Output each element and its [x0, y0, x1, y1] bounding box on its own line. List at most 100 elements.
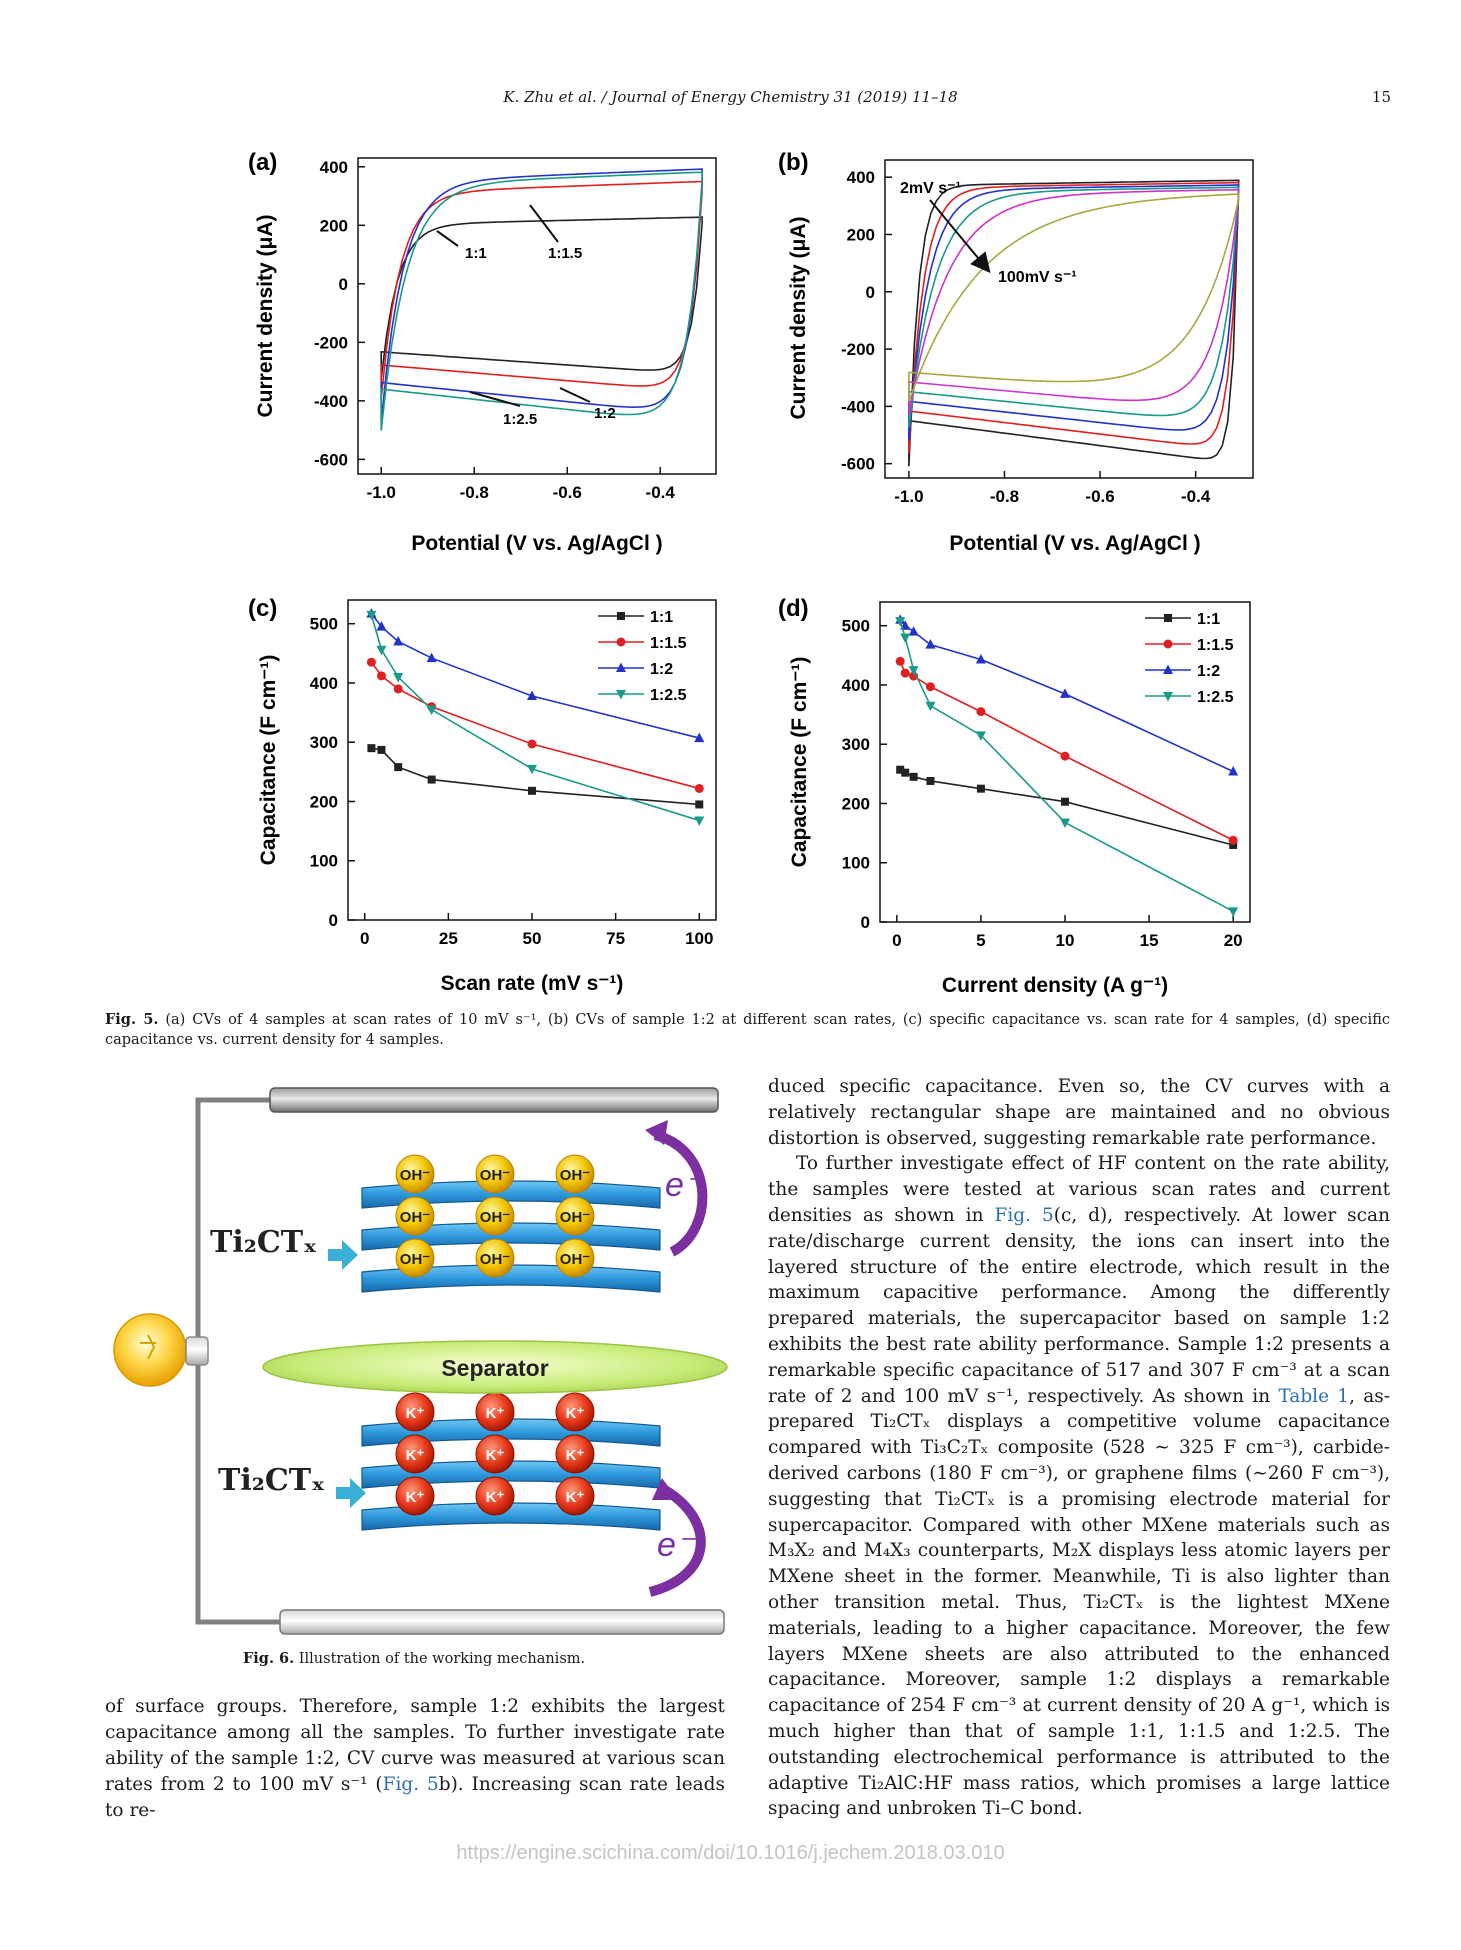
hydroxide-ion-label: OH⁻	[400, 1209, 431, 1226]
separator-membrane	[262, 1340, 728, 1394]
right-column-text: duced specific capacitance. Even so, the…	[768, 1074, 1390, 1822]
hydroxide-ion-label: OH⁻	[560, 1209, 591, 1226]
y-tick-label: 100	[842, 854, 870, 873]
hydroxide-ion-icon	[475, 1238, 515, 1278]
fig6-caption-label: Fig. 6.	[243, 1650, 295, 1667]
data-point-1:1.5	[527, 739, 537, 749]
scan-rate-arrow	[929, 199, 991, 274]
electron-flow-arrow-bottom	[648, 1485, 706, 1597]
ylabel-d: Capacitance (F cm⁻¹)	[788, 657, 811, 868]
panel-label-d: (d)	[778, 595, 809, 622]
y-tick-label: 400	[310, 674, 338, 693]
y-tick-label: 100	[310, 852, 338, 871]
data-point-1:2	[393, 635, 404, 646]
series-line-1:2.5	[899, 620, 1234, 913]
cv-curve-1:1	[380, 216, 703, 379]
panel-label-c: (c)	[248, 595, 277, 622]
ylabel-a: Current density (μA)	[254, 214, 277, 417]
data-point-1:1.5	[1060, 751, 1070, 761]
y-tick-label: 200	[310, 792, 338, 811]
right-paragraph-1: duced specific capacitance. Even so, the…	[768, 1076, 1390, 1149]
pointer-1-1	[436, 230, 459, 247]
legend-marker	[616, 690, 626, 700]
potassium-ion-icon	[395, 1392, 435, 1432]
legend-marker	[1164, 614, 1172, 622]
y-tick-label: 200	[320, 216, 348, 235]
right-paragraph-2: To further investigate effect of HF cont…	[768, 1151, 1390, 1822]
separator-label: Separator	[441, 1355, 548, 1381]
data-point-1:1	[427, 775, 436, 784]
data-point-1:1	[377, 745, 386, 754]
cv-curve-100 mV s⁻¹	[908, 193, 1240, 402]
data-point-1:2	[1228, 765, 1239, 776]
x-tick-label: 0	[892, 931, 901, 950]
cv-curve-5 mV s⁻¹	[908, 181, 1240, 454]
arrow-right-icon	[336, 1478, 366, 1508]
bulb-filament	[140, 1334, 156, 1360]
potassium-ion-label: K⁺	[486, 1405, 505, 1422]
fig5-link[interactable]: Fig. 5	[994, 1204, 1054, 1226]
fig5-caption-label: Fig. 5.	[105, 1011, 159, 1028]
fig5-caption: Fig. 5. (a) CVs of 4 samples at scan rat…	[105, 1010, 1390, 1050]
hydroxide-ion-icon	[555, 1196, 595, 1236]
xlabel-d: Current density (A g⁻¹)	[942, 974, 1168, 997]
potassium-ion-icon	[475, 1434, 515, 1474]
hydroxide-ion-icon	[395, 1196, 435, 1236]
bulb-socket	[185, 1336, 209, 1366]
x-tick-label: 100	[685, 929, 713, 948]
hydroxide-ion-label: OH⁻	[480, 1167, 511, 1184]
y-tick-label: 0	[861, 913, 870, 932]
data-point-1:1	[394, 763, 403, 772]
potassium-ion-label: K⁺	[486, 1447, 505, 1464]
data-point-1:1	[901, 768, 910, 777]
data-point-1:1	[1229, 840, 1238, 849]
data-point-1:1.5	[366, 657, 376, 667]
data-point-1:1.5	[976, 707, 986, 717]
potassium-ion-icon	[475, 1476, 515, 1516]
data-point-1:2.5	[527, 764, 537, 775]
data-point-1:1.5	[694, 783, 704, 793]
table1-link[interactable]: Table 1	[1278, 1385, 1350, 1407]
potassium-ion-label: K⁺	[566, 1489, 585, 1506]
fig5-link[interactable]: Fig. 5	[382, 1774, 439, 1795]
legend-label: 1:2	[1197, 663, 1220, 680]
legend-marker	[1163, 664, 1173, 674]
annotation-1-1: 1:1	[465, 245, 487, 262]
legend-label: 1:1.5	[1197, 637, 1234, 654]
right-paragraph-2-mid: (c, d), respectively. At lower scan rate…	[768, 1204, 1390, 1407]
data-point-1:1	[528, 786, 536, 795]
legend-label: 1:1	[1197, 611, 1220, 628]
y-tick-label: 500	[310, 615, 338, 634]
series-line-1:2.5	[370, 614, 700, 822]
cv-curve-1:1.5	[380, 180, 703, 398]
panel-label-b: (b)	[778, 149, 809, 176]
hydroxide-ion-label: OH⁻	[560, 1167, 591, 1184]
x-tick-label: -0.6	[553, 483, 582, 502]
legend-label: 1:2	[650, 661, 673, 678]
arrow-right-icon	[328, 1240, 358, 1270]
x-tick-label: 20	[1224, 931, 1243, 950]
legend-marker	[1163, 639, 1173, 649]
y-tick-label: 200	[842, 794, 870, 813]
data-point-1:2.5	[975, 731, 986, 741]
hydroxide-ion-label: OH⁻	[400, 1251, 431, 1268]
electrode-label-bottom: Ti₂CTₓ	[218, 1463, 325, 1498]
pointer-1-1.5	[529, 204, 559, 243]
fig6-illustration: OH⁻ OH⁻ OH⁻ OH⁻ OH⁻ OH⁻ OH⁻ OH⁻ OH⁻ K⁺ K⁺ K⁺ K⁺ K⁺ K⁺ K…	[113, 1087, 728, 1635]
fig6-caption: Fig. 6. Illustration of the working mech…	[243, 1650, 585, 1667]
x-tick-label: 10	[1056, 931, 1075, 950]
data-point-1:1	[695, 800, 704, 809]
y-tick-label: 500	[842, 617, 870, 636]
potassium-ion-label: K⁺	[566, 1447, 585, 1464]
electron-flow-arrow-top	[653, 1130, 708, 1257]
potassium-ion-label: K⁺	[486, 1489, 505, 1506]
xlabel-c: Scan rate (mV s⁻¹)	[441, 972, 624, 995]
x-tick-label: -0.8	[990, 487, 1019, 506]
legend-label: 1:1.5	[650, 635, 687, 652]
data-point-1:2.5	[426, 705, 437, 716]
potassium-ion-icon	[555, 1434, 595, 1474]
x-tick-label: 5	[976, 931, 985, 950]
data-point-1:2.5	[376, 645, 387, 656]
xlabel-b: Potential (V vs. Ag/AgCl )	[949, 532, 1200, 555]
data-point-1:2.5	[694, 816, 705, 826]
